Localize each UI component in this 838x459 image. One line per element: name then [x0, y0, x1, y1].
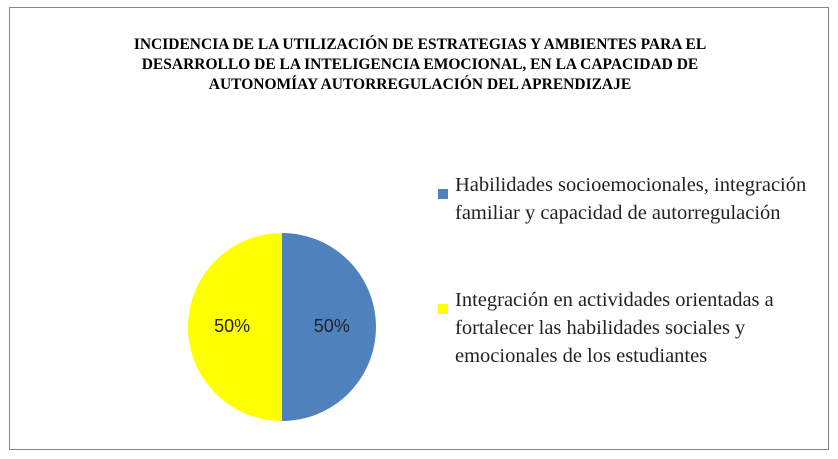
legend-label: Integración en actividades orientadas a … — [455, 289, 774, 367]
chart-title: INCIDENCIA DE LA UTILIZACIÓN DE ESTRATEG… — [133, 36, 707, 93]
legend-swatch — [438, 189, 448, 199]
legend-label: Habilidades socioemocionales, integració… — [455, 174, 807, 224]
pie-slice — [282, 233, 376, 421]
data-label: 50% — [214, 316, 250, 336]
legend-item: Integración en actividades orientadas a … — [438, 286, 828, 370]
legend-swatch — [438, 304, 448, 314]
data-label: 50% — [314, 316, 350, 336]
pie-slice — [188, 233, 282, 421]
chart-frame — [9, 7, 829, 450]
legend-item: Habilidades socioemocionales, integració… — [438, 171, 828, 227]
